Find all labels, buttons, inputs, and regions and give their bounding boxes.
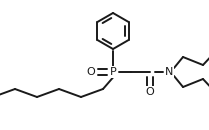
Text: N: N [165, 67, 173, 77]
Text: O: O [146, 87, 154, 97]
Text: O: O [87, 67, 95, 77]
Text: P: P [110, 67, 116, 77]
